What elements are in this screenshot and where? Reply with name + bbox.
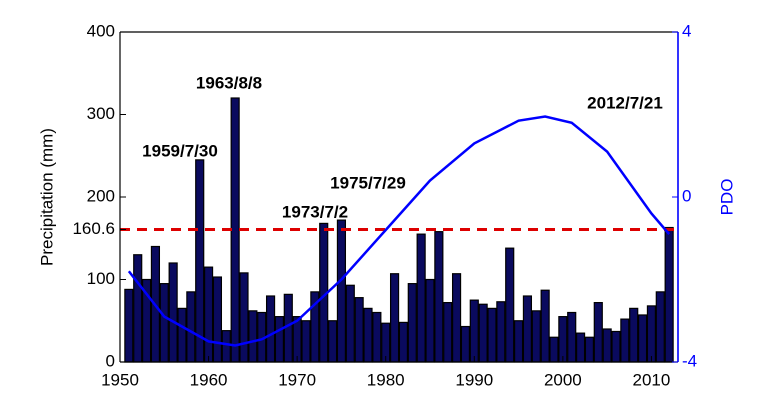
bar (354, 297, 364, 363)
x-tick-label: 2000 (544, 370, 582, 389)
bar (416, 233, 426, 363)
y2-tick-label: 4 (682, 21, 691, 40)
pdo-line (127, 115, 671, 347)
y-tick-label: 0 (106, 351, 115, 370)
bar (248, 310, 258, 363)
bar (177, 307, 187, 363)
bar (186, 291, 196, 363)
bar (398, 321, 409, 363)
annotation: 1959/7/30 (142, 141, 218, 160)
y-tick-label: 100 (87, 269, 115, 288)
x-tick-label: 1950 (101, 370, 139, 389)
bar (230, 97, 240, 363)
x-tick-label: 1990 (455, 370, 493, 389)
bar (522, 295, 533, 363)
annotation: 2012/7/21 (587, 93, 663, 112)
x-tick-label: 2010 (633, 370, 671, 389)
bar (221, 330, 231, 363)
bar (513, 320, 524, 363)
bar (124, 288, 134, 363)
bar (203, 266, 214, 363)
bar (327, 320, 338, 363)
y-axis-label: Precipitation (mm) (37, 128, 56, 266)
bar (159, 283, 169, 363)
bar (434, 231, 444, 363)
bar (425, 278, 435, 363)
bar (567, 311, 577, 363)
bar (629, 307, 639, 363)
annotation: 1973/7/2 (282, 202, 348, 221)
bar (336, 219, 347, 363)
bar (469, 299, 479, 363)
bar (531, 310, 541, 363)
y-tick-label: 200 (87, 186, 115, 205)
y2-tick-label: 0 (682, 186, 691, 205)
bar (363, 307, 373, 363)
y2-axis-label: PDO (717, 179, 736, 216)
bar (168, 262, 178, 363)
bar (611, 330, 621, 363)
bar (602, 328, 612, 363)
bar (584, 336, 595, 363)
bar (407, 283, 417, 363)
bar (345, 284, 355, 363)
bar (195, 159, 205, 363)
bar (133, 254, 143, 363)
bar (478, 303, 488, 363)
y-tick-label: 160.6 (72, 219, 115, 238)
y-tick-label: 400 (87, 21, 115, 40)
bar (655, 291, 665, 363)
bar (549, 336, 559, 363)
bar (301, 320, 311, 363)
bar (239, 272, 249, 363)
x-tick-label: 1980 (367, 370, 405, 389)
bar (575, 332, 586, 363)
bar (620, 318, 630, 363)
bar (664, 226, 674, 363)
bar (593, 302, 603, 363)
bar (540, 289, 550, 363)
bar (487, 307, 497, 363)
x-tick-label: 1970 (278, 370, 316, 389)
annotation: 1975/7/29 (330, 173, 406, 192)
y2-tick-label: -4 (682, 351, 697, 370)
bar (274, 316, 285, 363)
bar (265, 295, 276, 363)
bar (496, 301, 506, 363)
x-tick-label: 1960 (190, 370, 228, 389)
bar (443, 302, 453, 363)
bar (460, 325, 471, 363)
annotation: 1963/8/8 (196, 73, 262, 92)
bar (558, 316, 568, 363)
bar (646, 305, 657, 363)
bar (505, 247, 515, 363)
bar (637, 314, 648, 363)
bar (372, 311, 382, 363)
y-tick-label: 300 (87, 104, 115, 123)
bar (212, 276, 223, 363)
bar (389, 273, 400, 363)
bar (451, 273, 462, 363)
